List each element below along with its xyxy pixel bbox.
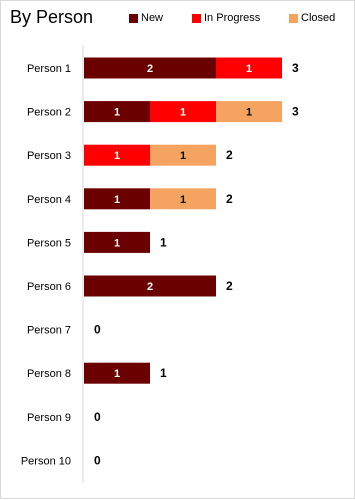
- total-label: 0: [94, 453, 101, 467]
- legend-item-closed: Closed: [289, 12, 335, 24]
- total-label: 1: [160, 366, 167, 380]
- category-label: Person 6: [27, 281, 71, 293]
- category-label: Person 7: [27, 325, 71, 337]
- data-label: 1: [180, 107, 186, 119]
- bar-segment-closed: [150, 144, 216, 166]
- legend-item-in-progress: In Progress: [192, 12, 260, 24]
- bar-segment-in-progress: [150, 101, 216, 123]
- category-label: Person 2: [27, 107, 71, 119]
- data-label: 1: [114, 194, 120, 206]
- data-label: 1: [114, 237, 120, 249]
- total-label: 0: [94, 410, 101, 424]
- data-label: 1: [114, 368, 120, 380]
- legend-label: New: [141, 12, 164, 24]
- bar-segment-in-progress: [84, 144, 150, 166]
- bar-segment-new: [84, 101, 150, 123]
- category-label: Person 10: [21, 455, 71, 467]
- category-label: Person 8: [27, 368, 71, 380]
- data-label: 1: [180, 150, 186, 162]
- data-label: 1: [246, 63, 252, 75]
- bar-segment-new: [84, 188, 150, 210]
- legend-label: Closed: [301, 12, 336, 24]
- legend-swatch: [289, 13, 298, 23]
- category-label: Person 1: [27, 63, 71, 75]
- total-label: 1: [160, 235, 167, 249]
- bar-segment-closed: [150, 188, 216, 210]
- data-label: 1: [180, 194, 186, 206]
- legend-swatch: [129, 13, 138, 23]
- bar-segment-new: [84, 57, 216, 79]
- bar-segment-new: [84, 275, 216, 297]
- legend-swatch: [192, 13, 201, 23]
- data-label: 2: [147, 281, 153, 293]
- bar-segment-closed: [216, 101, 282, 123]
- category-label: Person 4: [27, 194, 71, 206]
- total-label: 3: [292, 105, 299, 119]
- data-label: 1: [114, 150, 120, 162]
- legend-item-new: New: [129, 12, 163, 24]
- category-label: Person 9: [27, 412, 71, 424]
- total-label: 2: [226, 192, 233, 206]
- bar-segment-new: [84, 231, 150, 253]
- bar-segment-new: [84, 362, 150, 384]
- chart-title: By Person: [10, 7, 94, 27]
- total-label: 3: [292, 61, 299, 75]
- total-label: 2: [226, 279, 233, 293]
- total-label: 2: [226, 148, 233, 162]
- category-label: Person 5: [27, 237, 71, 249]
- category-label: Person 3: [27, 150, 71, 162]
- data-label: 1: [114, 107, 120, 119]
- data-label: 2: [147, 63, 153, 75]
- legend-label: In Progress: [204, 12, 261, 24]
- total-label: 0: [94, 323, 101, 337]
- data-label: 1: [246, 107, 252, 119]
- bar-segment-in-progress: [216, 57, 282, 79]
